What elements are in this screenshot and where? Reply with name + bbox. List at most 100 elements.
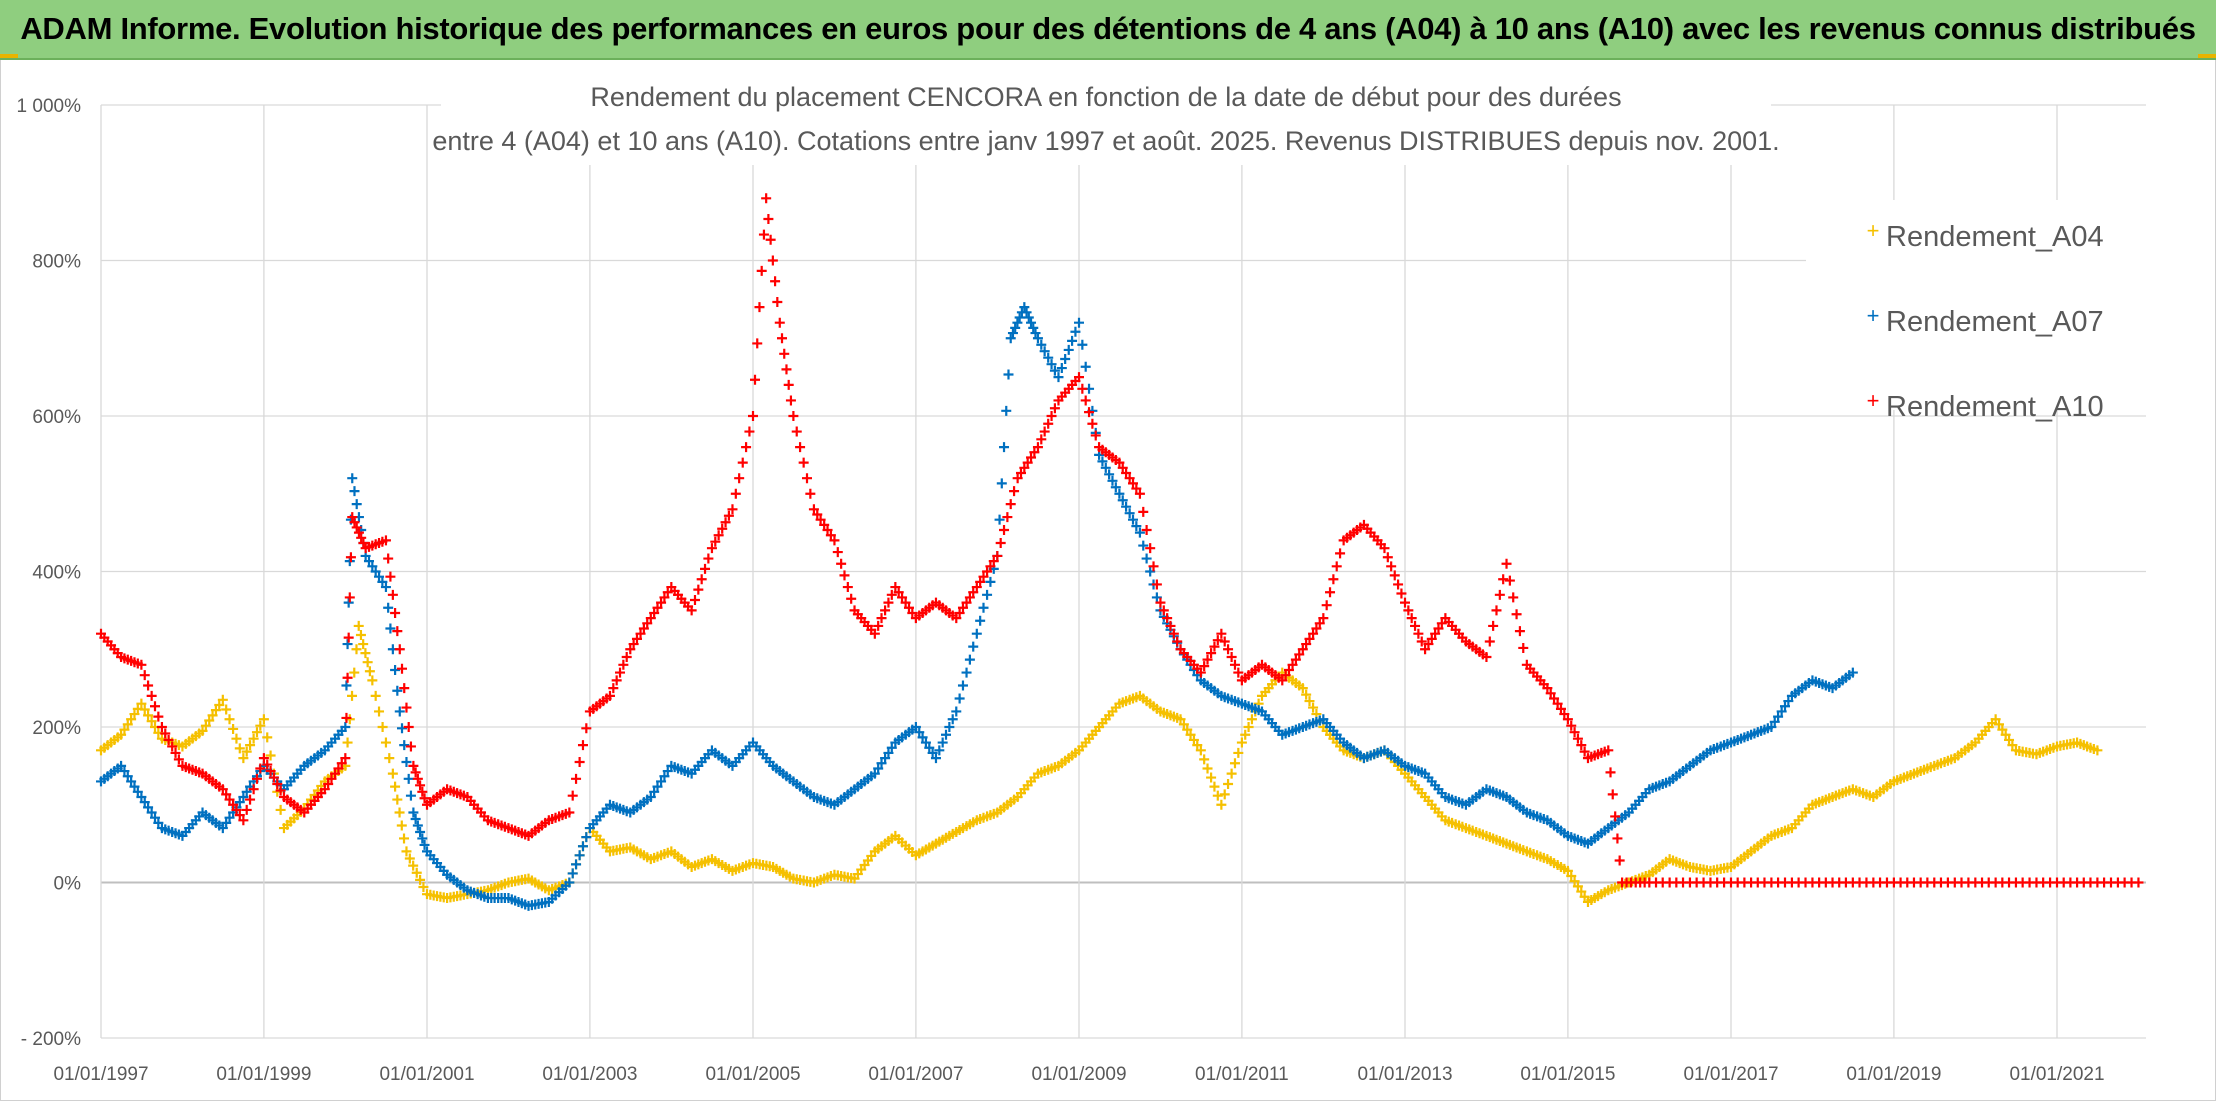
data-point	[153, 711, 164, 722]
data-point	[1566, 720, 1577, 731]
data-point	[383, 553, 394, 564]
data-point	[1572, 881, 1583, 892]
data-point	[1077, 339, 1088, 350]
data-point	[1060, 353, 1071, 364]
data-point	[988, 556, 999, 567]
y-tick-label: 200%	[32, 718, 81, 739]
data-point	[1141, 525, 1152, 536]
data-point	[689, 595, 700, 606]
data-point	[1077, 383, 1088, 394]
data-point	[1056, 363, 1067, 374]
data-point	[1168, 628, 1179, 639]
legend-label-a10: Rendement_A10	[1886, 391, 2104, 423]
data-point	[615, 667, 626, 678]
data-point	[829, 535, 840, 546]
data-point	[1195, 745, 1206, 756]
data-point	[1484, 636, 1495, 647]
data-point	[706, 543, 717, 554]
data-point	[2000, 729, 2011, 740]
data-point	[985, 576, 996, 587]
data-point	[119, 766, 130, 777]
data-point	[1005, 333, 1016, 344]
data-point	[876, 758, 887, 769]
data-point	[968, 641, 979, 652]
data-point	[415, 874, 426, 885]
data-point	[1070, 326, 1081, 337]
data-point	[1233, 747, 1244, 758]
data-point	[139, 670, 150, 681]
data-point	[390, 607, 401, 618]
data-point	[1504, 575, 1515, 586]
data-point	[146, 807, 157, 818]
scatter-chart: - 200% 0% 200% 400% 600% 800% 1 000% 01/01/1997…	[17, 65, 2146, 1085]
data-point	[1138, 540, 1149, 551]
data-point	[876, 613, 887, 624]
data-point	[245, 794, 256, 805]
data-point	[961, 597, 972, 608]
data-point	[358, 639, 369, 650]
data-point	[1297, 644, 1308, 655]
data-point	[1430, 628, 1441, 639]
data-point	[275, 804, 286, 815]
data-point	[656, 776, 667, 787]
data-point	[1219, 636, 1230, 647]
data-point	[272, 779, 283, 790]
data-point	[1325, 587, 1336, 598]
data-point	[410, 814, 421, 825]
data-point	[412, 820, 423, 831]
data-point	[224, 812, 235, 823]
data-point	[846, 593, 857, 604]
data-point	[1080, 361, 1091, 372]
data-point	[1043, 418, 1054, 429]
data-point	[204, 715, 215, 726]
x-tick-label: 01/01/1997	[53, 1064, 148, 1085]
data-point	[957, 602, 968, 613]
y-tick-label: - 200%	[21, 1029, 81, 1050]
data-point	[1331, 561, 1342, 572]
data-point	[251, 773, 262, 784]
data-point	[394, 644, 405, 655]
data-point	[349, 486, 360, 497]
data-point	[401, 702, 412, 713]
data-point	[224, 794, 235, 805]
data-point	[1233, 667, 1244, 678]
data-point	[581, 723, 592, 734]
data-point	[1290, 654, 1301, 665]
data-point	[883, 597, 894, 608]
data-point	[136, 698, 147, 709]
data-point	[1100, 462, 1111, 473]
data-point	[275, 785, 286, 796]
data-point	[1766, 722, 1777, 732]
data-point	[982, 566, 993, 577]
data-point	[399, 683, 410, 694]
data-point	[649, 607, 660, 618]
data-point	[1216, 628, 1227, 639]
data-point	[954, 693, 965, 704]
data-point	[1029, 447, 1040, 458]
data-point	[577, 740, 588, 751]
data-point	[1301, 689, 1312, 700]
data-point	[170, 747, 181, 758]
data-point	[1321, 600, 1332, 611]
data-point	[1009, 486, 1020, 497]
data-point	[255, 763, 266, 774]
data-point	[1206, 772, 1217, 783]
data-point	[783, 379, 794, 390]
data-point	[1151, 592, 1162, 603]
data-point	[774, 317, 785, 328]
data-point	[741, 442, 752, 453]
data-point	[971, 582, 982, 593]
data-point	[652, 781, 663, 792]
data-point	[419, 793, 430, 804]
data-point	[326, 773, 337, 784]
data-point	[1576, 886, 1587, 897]
data-point	[723, 510, 734, 521]
data-point	[777, 333, 788, 344]
data-point	[1172, 636, 1183, 647]
data-point	[662, 766, 673, 777]
data-point	[333, 763, 344, 774]
data-point	[1003, 369, 1014, 380]
data-point	[914, 727, 925, 738]
data-point	[392, 685, 403, 696]
y-tick-label: 800%	[32, 252, 81, 273]
